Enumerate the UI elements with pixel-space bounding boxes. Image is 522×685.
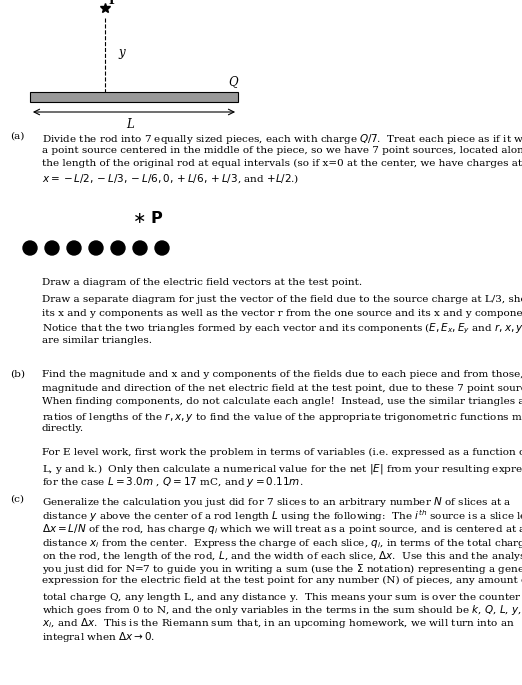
- Bar: [30, 92, 238, 102]
- Text: its x and y components as well as the vector r from the one source and its x and: its x and y components as well as the ve…: [42, 308, 522, 318]
- Text: you just did for N=7 to guide you in writing a sum (use the $\Sigma$ notation) r: you just did for N=7 to guide you in wri…: [42, 562, 522, 577]
- Text: Generalize the calculation you just did for 7 slices to an arbitrary number $N$ : Generalize the calculation you just did …: [42, 495, 512, 509]
- Text: P: P: [108, 0, 117, 7]
- Text: distance $x_i$ from the center.  Express the charge of each slice, $q_i$, in ter: distance $x_i$ from the center. Express …: [42, 536, 522, 549]
- Text: expression for the electric field at the test point for any number (N) of pieces: expression for the electric field at the…: [42, 576, 522, 585]
- Text: Find the magnitude and x and y components of the fields due to each piece and fr: Find the magnitude and x and y component…: [42, 370, 522, 379]
- Text: Q: Q: [228, 75, 238, 88]
- Text: total charge Q, any length L, and any distance y.  This means your sum is over t: total charge Q, any length L, and any di…: [42, 590, 522, 603]
- Text: (c): (c): [10, 495, 24, 504]
- Text: a point source centered in the middle of the piece, so we have 7 point sources, : a point source centered in the middle of…: [42, 145, 522, 155]
- Text: the length of the original rod at equal intervals (so if x=0 at the center, we h: the length of the original rod at equal …: [42, 159, 522, 168]
- Text: (b): (b): [10, 370, 25, 379]
- Circle shape: [67, 241, 81, 255]
- Text: on the rod, the length of the rod, $L$, and the width of each slice, $\Delta x$.: on the rod, the length of the rod, $L$, …: [42, 549, 522, 563]
- Circle shape: [23, 241, 37, 255]
- Text: y: y: [118, 45, 125, 58]
- Text: magnitude and direction of the net electric field at the test point, due to thes: magnitude and direction of the net elect…: [42, 384, 522, 393]
- Text: integral when $\Delta x \to 0$.: integral when $\Delta x \to 0$.: [42, 630, 156, 644]
- Text: $x_i$, and $\Delta x$.  This is the Riemann sum that, in an upcoming homework, w: $x_i$, and $\Delta x$. This is the Riema…: [42, 616, 515, 630]
- Text: Draw a separate diagram for just the vector of the field due to the source charg: Draw a separate diagram for just the vec…: [42, 295, 522, 304]
- Text: $\Delta x = L/N$ of the rod, has charge $q_i$ which we will treat as a point sou: $\Delta x = L/N$ of the rod, has charge …: [42, 522, 522, 536]
- Text: which goes from 0 to N, and the only variables in the terms in the sum should be: which goes from 0 to N, and the only var…: [42, 603, 522, 617]
- Text: (a): (a): [10, 132, 25, 141]
- Circle shape: [133, 241, 147, 255]
- Text: for the case $L = 3.0m$ , $Q = 17$ mC, and $y = 0.11m$.: for the case $L = 3.0m$ , $Q = 17$ mC, a…: [42, 475, 303, 489]
- Text: When finding components, do not calculate each angle!  Instead, use the similar : When finding components, do not calculat…: [42, 397, 522, 406]
- Text: directly.: directly.: [42, 424, 84, 433]
- Text: distance $y$ above the center of a rod length $L$ using the following:  The $i^{: distance $y$ above the center of a rod l…: [42, 508, 522, 524]
- Text: Divide the rod into 7 equally sized pieces, each with charge $Q/7$.  Treat each : Divide the rod into 7 equally sized piec…: [42, 132, 522, 146]
- Circle shape: [89, 241, 103, 255]
- Text: Draw a diagram of the electric field vectors at the test point.: Draw a diagram of the electric field vec…: [42, 278, 362, 287]
- Text: L, y and k.)  Only then calculate a numerical value for the net $|E|$ from your : L, y and k.) Only then calculate a numer…: [42, 462, 522, 475]
- Text: For E level work, first work the problem in terms of variables (i.e. expressed a: For E level work, first work the problem…: [42, 448, 522, 457]
- Text: ratios of lengths of the $r, x, y$ to find the value of the appropriate trigonom: ratios of lengths of the $r, x, y$ to fi…: [42, 410, 522, 423]
- Text: $\ast$ $\mathbf{P}$: $\ast$ $\mathbf{P}$: [132, 210, 164, 227]
- Text: Notice that the two triangles formed by each vector and its components ($E, E_x,: Notice that the two triangles formed by …: [42, 322, 522, 336]
- Text: L: L: [126, 118, 134, 131]
- Circle shape: [111, 241, 125, 255]
- Circle shape: [155, 241, 169, 255]
- Text: $x = -L/2, -L/3, -L/6, 0, +L/6, +L/3$, and $+L/2$.): $x = -L/2, -L/3, -L/6, 0, +L/6, +L/3$, a…: [42, 173, 299, 186]
- Text: are similar triangles.: are similar triangles.: [42, 336, 152, 345]
- Circle shape: [45, 241, 59, 255]
